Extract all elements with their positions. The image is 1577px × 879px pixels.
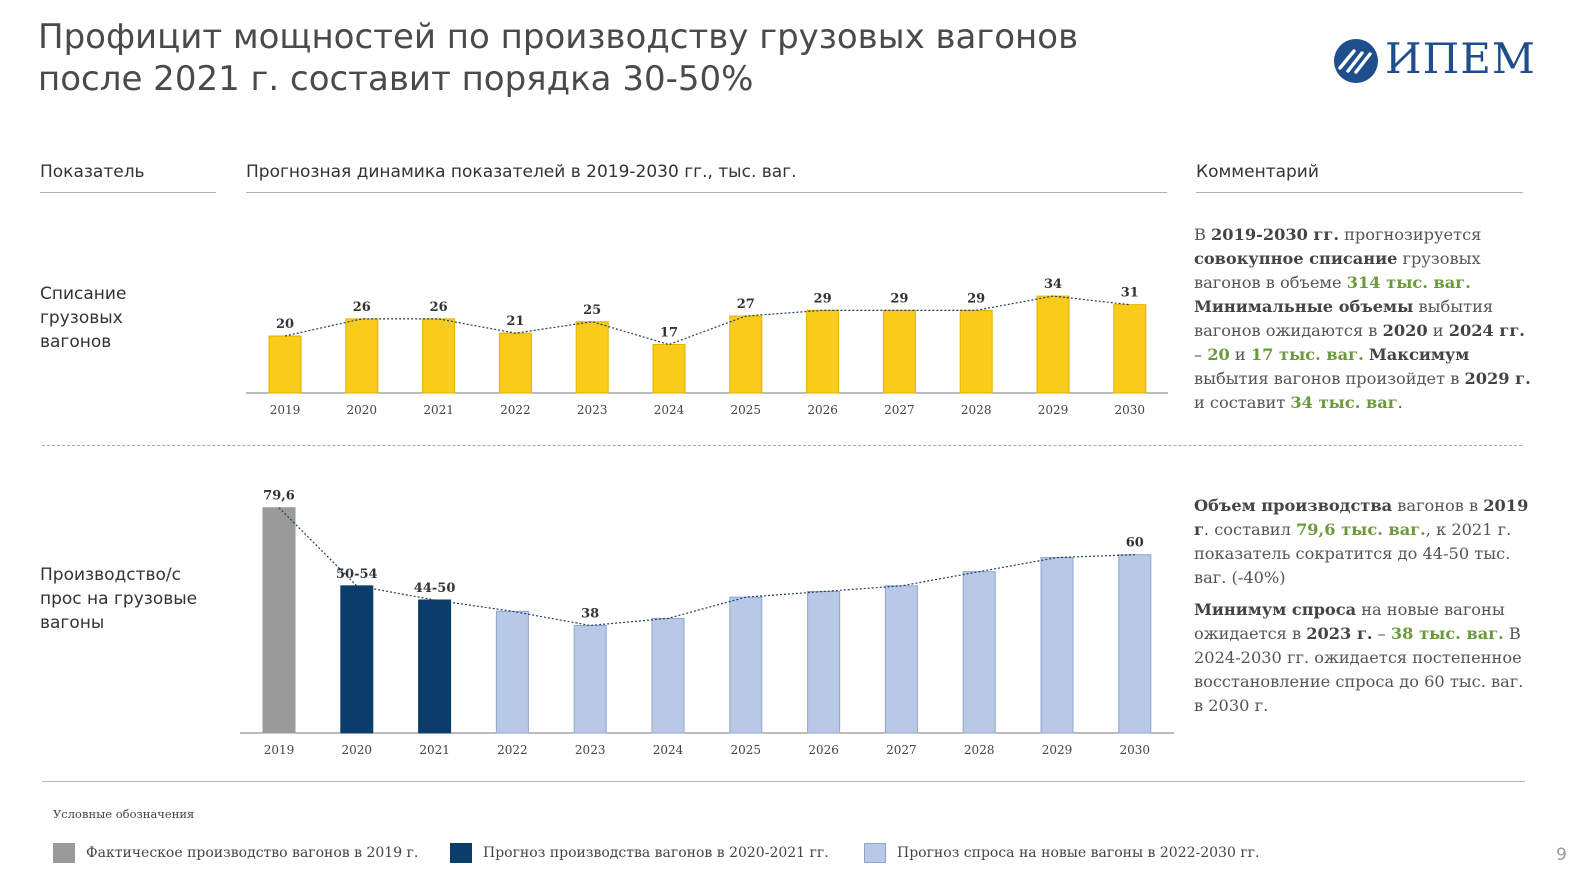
legend-label-forecast-demand: Прогноз спроса на новые вагоны в 2022-20… [897, 845, 1260, 861]
production-tick-2021: 2021 [419, 743, 450, 757]
writeoff-chart-group: 20 2019 26 2020 26 2021 21 2022 25 2023 17 2024 27 20… [246, 277, 1168, 417]
row-label-writeoff: Списание грузовых вагонов [40, 284, 127, 352]
comment-production-p1: Объем производства вагонов в 2019 г. сос… [1194, 496, 1529, 587]
production-tick-2029: 2029 [1042, 743, 1073, 757]
writeoff-bar-2025 [729, 315, 763, 394]
writeoff-bar-2030 [1113, 304, 1147, 394]
production-bar-2026 [807, 591, 841, 734]
writeoff-tick-2025: 2025 [731, 403, 762, 417]
writeoff-data-label-2026: 29 [814, 291, 832, 306]
writeoff-data-label-2024: 17 [660, 326, 678, 341]
writeoff-bar-2019 [268, 335, 302, 394]
writeoff-bar-2024 [652, 344, 686, 394]
comment-production-p2: Минимум спроса на новые вагоны ожидается… [1194, 600, 1524, 715]
writeoff-data-label-2025: 27 [737, 297, 755, 312]
writeoff-bar-2023 [575, 321, 609, 394]
column-header-indicator: Показатель [40, 162, 216, 193]
writeoff-bar-2027 [882, 309, 916, 394]
comment-writeoff: В 2019-2030 гг. прогнозируется совокупно… [1194, 225, 1531, 412]
production-bar-2028 [962, 571, 996, 734]
logo: ИПЕМ [1333, 34, 1548, 86]
production-tick-2028: 2028 [964, 743, 995, 757]
production-bar-2020 [340, 585, 374, 734]
production-tick-2022: 2022 [497, 743, 528, 757]
writeoff-data-label-2019: 20 [276, 317, 294, 332]
legend-swatch-gray [53, 843, 75, 863]
production-chart-group: 79,6 2019 50-54 2020 44-50 2021 2022 38 2023 2024… [240, 489, 1174, 757]
page-title: Профицит мощностей по производству грузо… [38, 16, 1158, 100]
title-line-2: после 2021 г. составит порядка 30-50% [38, 59, 754, 99]
writeoff-tick-2023: 2023 [577, 403, 608, 417]
production-tick-2030: 2030 [1120, 743, 1151, 757]
writeoff-data-label-2021: 26 [430, 300, 448, 315]
writeoff-data-label-2030: 31 [1121, 286, 1139, 301]
writeoff-tick-2029: 2029 [1038, 403, 1069, 417]
writeoff-tick-2030: 2030 [1115, 403, 1146, 417]
production-bar-2027 [884, 585, 918, 734]
legend-title: Условные обозначения [53, 807, 195, 821]
production-tick-2023: 2023 [575, 743, 606, 757]
writeoff-tick-2021: 2021 [423, 403, 454, 417]
production-tick-2027: 2027 [886, 743, 917, 757]
writeoff-data-label-2029: 34 [1044, 277, 1062, 292]
bottom-rule [42, 781, 1525, 782]
production-data-label-2020: 50-54 [336, 567, 378, 582]
writeoff-bar-2020 [345, 318, 379, 394]
production-bar-2022 [495, 610, 529, 734]
legend-item-forecast-demand: Прогноз спроса на новые вагоны в 2022-20… [864, 842, 1259, 864]
writeoff-tick-2026: 2026 [807, 403, 838, 417]
row-label-production: Производство/с прос на грузовые вагоны [40, 565, 198, 633]
writeoff-bar-2021 [422, 318, 456, 394]
writeoff-tick-2024: 2024 [654, 403, 685, 417]
production-data-label-2023: 38 [581, 606, 599, 621]
production-bar-2023 [573, 624, 607, 734]
legend-label-actual: Фактическое производство вагонов в 2019 … [86, 845, 419, 861]
production-trend-line [278, 507, 1135, 627]
writeoff-data-label-2020: 26 [353, 300, 371, 315]
page-number: 9 [1556, 845, 1567, 865]
writeoff-bar-2022 [498, 332, 532, 394]
writeoff-bar-2028 [959, 309, 993, 394]
production-tick-2024: 2024 [653, 743, 684, 757]
title-line-1: Профицит мощностей по производству грузо… [38, 17, 1079, 57]
production-tick-2020: 2020 [342, 743, 373, 757]
writeoff-data-label-2022: 21 [506, 314, 524, 329]
writeoff-tick-2022: 2022 [500, 403, 531, 417]
legend-label-forecast-production: Прогноз производства вагонов в 2020-2021… [483, 845, 829, 861]
production-data-label-2019: 79,6 [263, 489, 295, 504]
production-bar-2030 [1118, 554, 1152, 734]
ipem-logo-icon [1334, 39, 1378, 83]
legend-item-forecast-production: Прогноз производства вагонов в 2020-2021… [450, 842, 829, 864]
production-bar-2019 [262, 507, 296, 734]
column-header-dynamics: Прогнозная динамика показателей в 2019-2… [246, 162, 1167, 193]
production-tick-2019: 2019 [264, 743, 295, 757]
column-header-comment: Комментарий [1196, 162, 1523, 193]
writeoff-tick-2027: 2027 [884, 403, 915, 417]
writeoff-data-label-2028: 29 [967, 291, 985, 306]
production-data-label-2030: 60 [1126, 536, 1144, 551]
writeoff-bar-2026 [806, 309, 840, 394]
writeoff-tick-2028: 2028 [961, 403, 992, 417]
writeoff-data-label-2023: 25 [583, 303, 601, 318]
writeoff-tick-2019: 2019 [270, 403, 301, 417]
production-bar-2029 [1040, 557, 1074, 734]
production-tick-2026: 2026 [808, 743, 839, 757]
legend-swatch-navy [450, 843, 472, 863]
writeoff-data-label-2027: 29 [890, 291, 908, 306]
writeoff-trend-line [284, 295, 1130, 346]
production-tick-2025: 2025 [731, 743, 762, 757]
production-bar-2025 [729, 596, 763, 734]
production-data-label-2021: 44-50 [414, 581, 456, 596]
legend-item-actual: Фактическое производство вагонов в 2019 … [53, 842, 418, 864]
comment-production: Объем производства вагонов в 2019 г. сос… [1194, 494, 1534, 726]
section-divider [42, 445, 1522, 446]
production-bar-2021 [418, 599, 452, 734]
logo-text: ИПЕМ [1385, 34, 1536, 83]
writeoff-tick-2020: 2020 [347, 403, 378, 417]
legend-swatch-lightblue [864, 843, 886, 863]
writeoff-bar-2029 [1036, 295, 1070, 394]
production-bar-2024 [651, 617, 685, 734]
